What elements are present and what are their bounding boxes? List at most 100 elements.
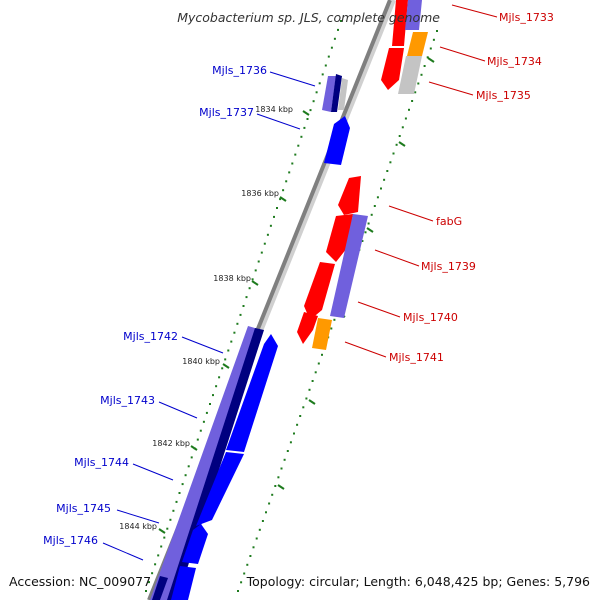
gene-label-mjls-1740[interactable]: Mjls_1740 [403, 311, 458, 324]
minor-tick [154, 563, 157, 566]
gene-label-mjls-1739[interactable]: Mjls_1739 [421, 260, 476, 273]
minor-tick [196, 438, 199, 441]
minor-tick [258, 528, 261, 531]
minor-tick [380, 187, 382, 190]
gene-mjls-1743-glyph[interactable] [226, 334, 278, 452]
minor-tick [190, 456, 193, 459]
minor-tick [408, 108, 410, 111]
minor-tick [283, 458, 286, 461]
gene-label-mjls-1734[interactable]: Mjls_1734 [487, 55, 542, 68]
gene-label-mjls-1746[interactable]: Mjls_1746 [43, 534, 98, 547]
minor-tick [317, 362, 320, 365]
minor-tick [205, 411, 208, 414]
gene-mjls-1740-glyph[interactable] [304, 262, 335, 320]
minor-tick [181, 483, 184, 486]
gene-label-mjls-1742[interactable]: Mjls_1742 [123, 330, 178, 343]
minor-tick [166, 527, 169, 530]
leader-line [451, 4, 498, 18]
gene-mjls-1736-glyph[interactable] [322, 76, 336, 112]
minor-tick [202, 420, 205, 423]
minor-tick [429, 47, 432, 50]
gene-mjls-1742-navy-glyph[interactable] [167, 328, 264, 600]
minor-tick [248, 287, 251, 290]
topology-text: Topology: circular; Length: 6,048,425 bp… [246, 574, 590, 589]
gene-mjls-1739-red-glyph[interactable] [326, 214, 353, 262]
minor-tick [370, 213, 373, 216]
gene-label-mjls-1743[interactable]: Mjls_1743 [100, 394, 155, 407]
gene-mjls-1734-glyph[interactable] [407, 32, 428, 56]
minor-tick [324, 64, 327, 67]
scale-label: 1844 kbp [119, 522, 157, 531]
leader-line [374, 249, 420, 267]
gene-mjls-1739-glyph[interactable] [330, 214, 368, 318]
minor-tick [230, 340, 233, 343]
minor-tick [246, 563, 249, 566]
left-strand-genes [150, 74, 350, 600]
minor-tick [321, 353, 323, 356]
gene-mjls-1735-glyph[interactable] [398, 56, 422, 94]
gene-mjls-1741-red-glyph[interactable] [297, 312, 318, 344]
minor-tick [311, 380, 314, 382]
gene-label-fabg[interactable]: fabG [436, 215, 462, 228]
leader-line [132, 463, 174, 481]
minor-tick [172, 509, 175, 512]
scale-label: 1840 kbp [182, 357, 220, 366]
right-strand-genes [297, 0, 428, 350]
major-tick [222, 363, 230, 369]
minor-tick [288, 171, 291, 174]
gene-label-mjls-1745[interactable]: Mjls_1745 [56, 502, 111, 515]
gene-mjls-1745-glyph[interactable] [182, 524, 208, 564]
major-tick [398, 141, 406, 147]
minor-tick [291, 162, 294, 165]
gene-mjls-1733-glyph[interactable] [392, 0, 408, 46]
minor-tick [398, 135, 401, 137]
minor-tick [263, 242, 266, 245]
right-leader-lines [344, 4, 498, 358]
gene-label-mjls-1737[interactable]: Mjls_1737 [199, 106, 254, 119]
gene-mjls-1733-flank [405, 0, 422, 30]
minor-tick [271, 493, 274, 496]
gene-mjls-1737-glyph[interactable] [324, 116, 350, 165]
gene-mjls-1744-glyph[interactable] [196, 452, 244, 526]
minor-tick [240, 581, 243, 584]
major-tick [302, 110, 310, 116]
minor-tick [392, 152, 395, 155]
gene-label-mjls-1741[interactable]: Mjls_1741 [389, 351, 444, 364]
minor-tick [245, 296, 248, 299]
minor-tick [280, 467, 283, 470]
leader-line [116, 509, 160, 524]
minor-tick [279, 198, 282, 201]
minor-tick [227, 349, 230, 352]
minor-tick [212, 394, 214, 397]
leader-line [269, 71, 316, 87]
leader-line [181, 336, 224, 354]
minor-tick [249, 555, 252, 557]
gene-mjls-1746-navy-glyph[interactable] [152, 576, 168, 600]
minor-tick [236, 322, 239, 325]
major-tick [279, 196, 287, 202]
gene-label-mjls-1735[interactable]: Mjls_1735 [476, 89, 531, 102]
gene-mjls-1733-tail[interactable] [381, 48, 404, 90]
gene-mjls-1736-gray-glyph[interactable] [338, 78, 348, 110]
minor-tick [254, 269, 257, 272]
left-gene-labels: Mjls_1736 Mjls_1737 Mjls_1742 Mjls_1743 … [43, 64, 267, 547]
minor-tick [148, 581, 150, 584]
gene-mjls-1736-navy-glyph[interactable] [331, 74, 342, 112]
minor-tick [404, 117, 407, 120]
minor-tick [333, 37, 336, 40]
minor-tick [420, 73, 423, 76]
gene-mjls-1741-glyph[interactable] [312, 318, 332, 350]
leader-line [102, 542, 144, 561]
minor-tick [268, 502, 271, 505]
minor-tick [184, 474, 187, 477]
gene-fabg-glyph[interactable] [338, 176, 361, 215]
gene-label-mjls-1733[interactable]: Mjls_1733 [499, 11, 554, 24]
minor-tick [309, 109, 312, 112]
gene-mjls-1746-glyph[interactable] [171, 566, 196, 600]
minor-tick [261, 520, 264, 522]
minor-tick [242, 305, 245, 307]
gene-label-mjls-1744[interactable]: Mjls_1744 [74, 456, 129, 469]
gene-label-mjls-1736[interactable]: Mjls_1736 [212, 64, 267, 77]
